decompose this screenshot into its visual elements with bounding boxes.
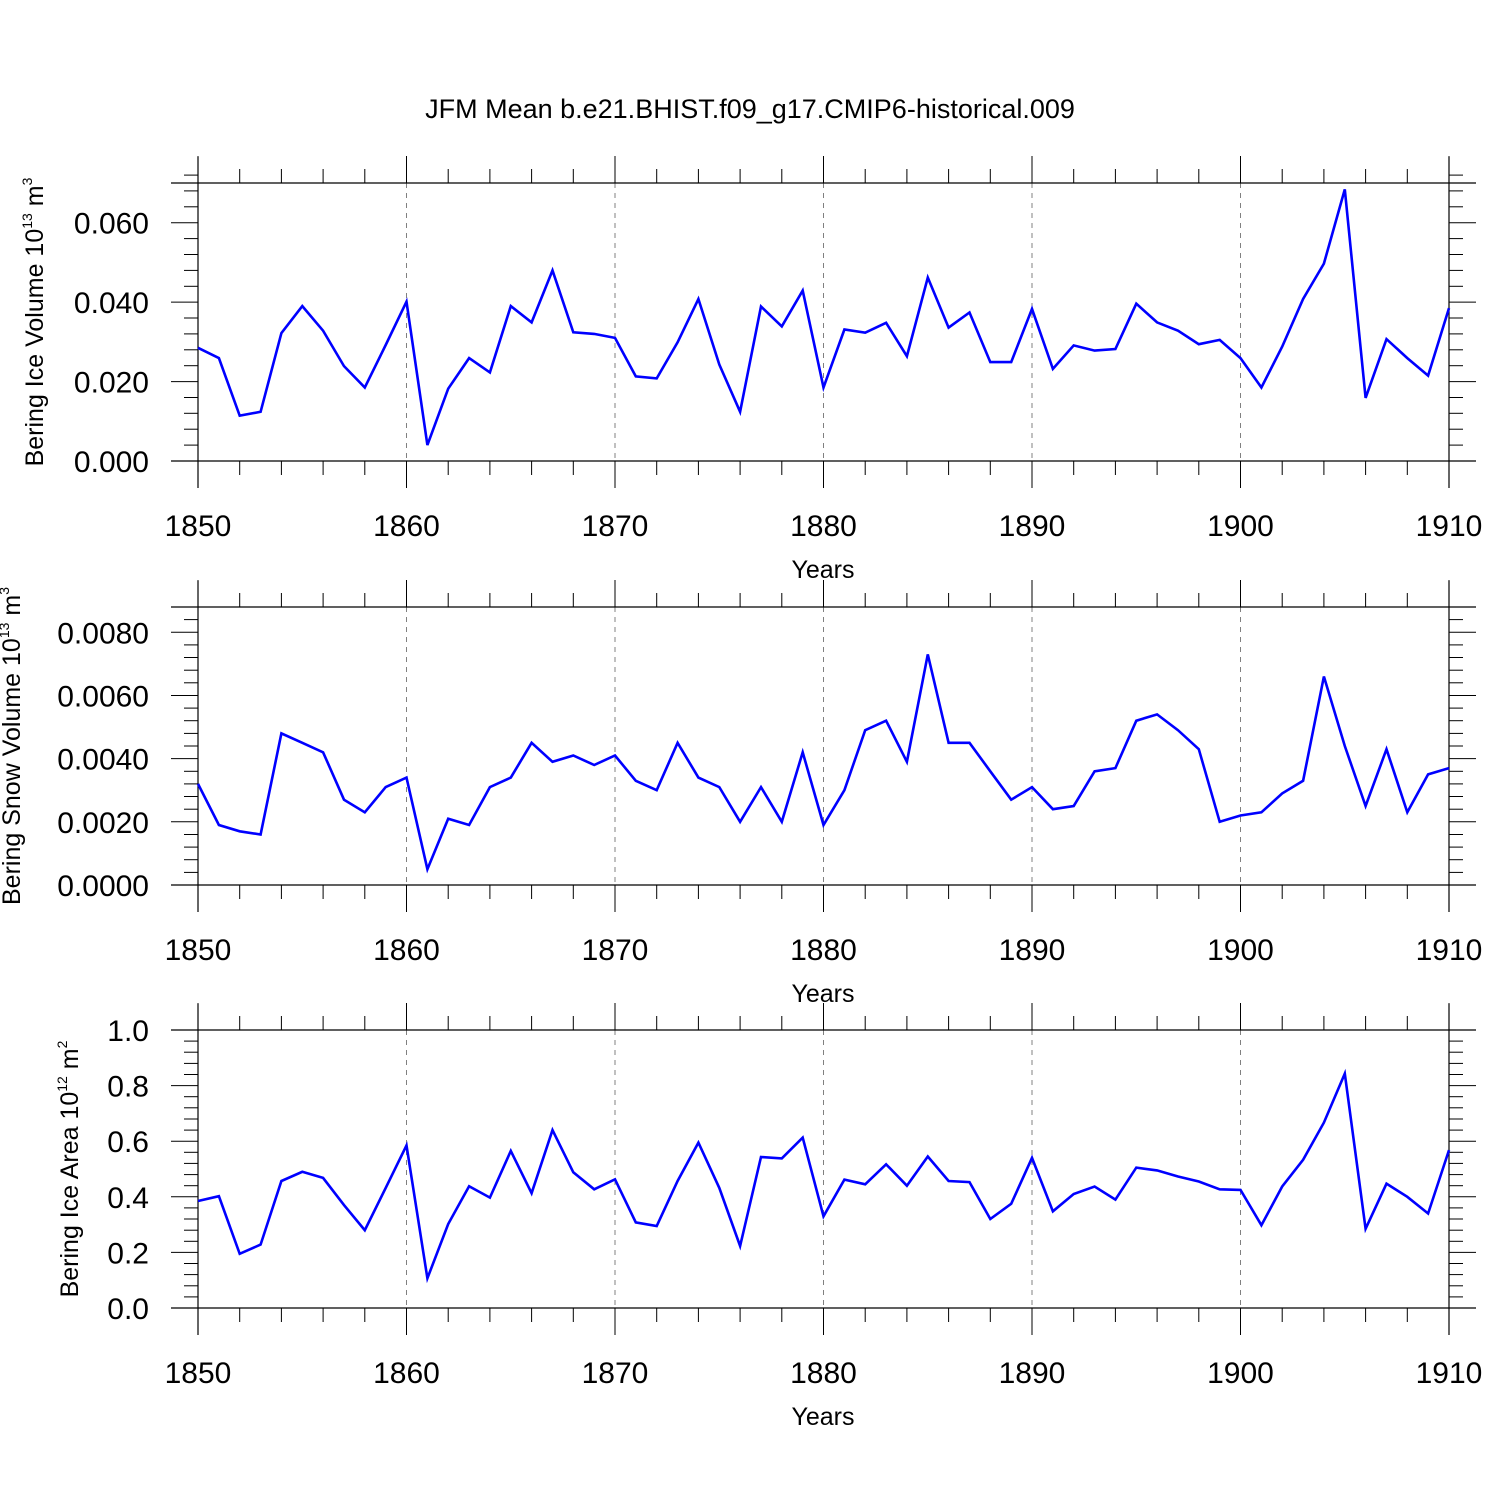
panels: 1850 1860 1870 1880 1890 1900 1910 0.000 0.020 0.… bbox=[0, 156, 1482, 1431]
x-tick-label: 1900 bbox=[1207, 934, 1274, 967]
y-tick-label: 0.060 bbox=[74, 208, 149, 241]
y-axis-label: Bering Ice Area 1012 m2 bbox=[54, 1040, 84, 1297]
y-tick-label: 0.0000 bbox=[57, 870, 149, 903]
x-tick-label: 1890 bbox=[999, 1357, 1066, 1390]
x-tick-label: 1900 bbox=[1207, 1357, 1274, 1390]
x-tick-label: 1880 bbox=[790, 510, 857, 543]
y-tick-label: 0.2 bbox=[107, 1237, 149, 1270]
y-tick-label: 0.020 bbox=[74, 367, 149, 400]
series-line bbox=[197, 189, 1451, 446]
y-tick-label: 0.6 bbox=[107, 1126, 149, 1159]
x-tick-label: 1890 bbox=[999, 510, 1066, 543]
y-axis-label-unit: m bbox=[0, 595, 26, 623]
y-tick-label: 0.0080 bbox=[57, 617, 149, 650]
y-axis-label-exponent: 12 bbox=[54, 1076, 70, 1092]
x-tick-label: 1890 bbox=[999, 934, 1066, 967]
y-tick-label: 0.0060 bbox=[57, 681, 149, 714]
panel-ice-volume: 1850 1860 1870 1880 1890 1900 1910 0.000 0.020 0.… bbox=[19, 156, 1482, 584]
series-line bbox=[197, 1068, 1451, 1284]
x-tick-label: 1860 bbox=[373, 1357, 440, 1390]
x-tick-label: 1860 bbox=[373, 510, 440, 543]
y-tick-label: 1.0 bbox=[107, 1015, 149, 1048]
y-axis-label-unit: m bbox=[56, 1048, 84, 1076]
x-tick-label: 1850 bbox=[165, 934, 232, 967]
y-axis-label: Bering Snow Volume 1013 m3 bbox=[0, 587, 26, 905]
series-line bbox=[196, 654, 1450, 874]
x-tick-label: 1880 bbox=[790, 1357, 857, 1390]
x-tick-label: 1860 bbox=[373, 934, 440, 967]
chart-title: JFM Mean b.e21.BHIST.f09_g17.CMIP6-histo… bbox=[425, 94, 1075, 124]
y-tick-label: 0.0040 bbox=[57, 744, 149, 777]
x-tick-label: 1850 bbox=[165, 1357, 232, 1390]
x-axis-label: Years bbox=[791, 1403, 854, 1431]
y-tick-label: 0.4 bbox=[107, 1182, 149, 1215]
y-tick-label: 0.0020 bbox=[57, 807, 149, 840]
panel-ice-area: 1850 1860 1870 1880 1890 1900 1910 0.0 0.2 0.4 0.6… bbox=[54, 1003, 1482, 1431]
y-axis-label-unit-exponent: 2 bbox=[54, 1040, 70, 1048]
x-tick-label: 1910 bbox=[1416, 510, 1483, 543]
x-tick-label: 1870 bbox=[582, 934, 649, 967]
y-axis-label-unit-exponent: 3 bbox=[19, 177, 35, 185]
x-tick-label: 1900 bbox=[1207, 510, 1274, 543]
x-tick-label: 1870 bbox=[582, 510, 649, 543]
y-tick-label: 0.040 bbox=[74, 287, 149, 320]
y-tick-label: 0.000 bbox=[74, 446, 149, 479]
y-axis-label-prefix: Bering Ice Area 10 bbox=[56, 1092, 84, 1298]
x-tick-label: 1870 bbox=[582, 1357, 649, 1390]
y-tick-label: 0.0 bbox=[107, 1293, 149, 1326]
y-axis-label: Bering Ice Volume 1013 m3 bbox=[19, 177, 49, 466]
y-tick-label: 0.8 bbox=[107, 1071, 149, 1104]
y-axis-label-prefix: Bering Snow Volume 10 bbox=[0, 638, 26, 905]
y-axis-label-unit-exponent: 3 bbox=[0, 587, 12, 595]
x-tick-label: 1910 bbox=[1416, 934, 1483, 967]
x-tick-label: 1910 bbox=[1416, 1357, 1483, 1390]
x-axis-label: Years bbox=[791, 556, 854, 584]
y-axis-label-prefix: Bering Ice Volume 10 bbox=[21, 229, 49, 467]
y-axis-label-exponent: 13 bbox=[0, 622, 12, 638]
y-axis-label-unit: m bbox=[21, 185, 49, 213]
x-tick-label: 1850 bbox=[165, 510, 232, 543]
panel-snow-volume: 1850 1860 1870 1880 1890 1900 1910 0.0000 0.0020… bbox=[0, 580, 1482, 1008]
y-axis-label-exponent: 13 bbox=[19, 213, 35, 229]
x-tick-label: 1880 bbox=[790, 934, 857, 967]
